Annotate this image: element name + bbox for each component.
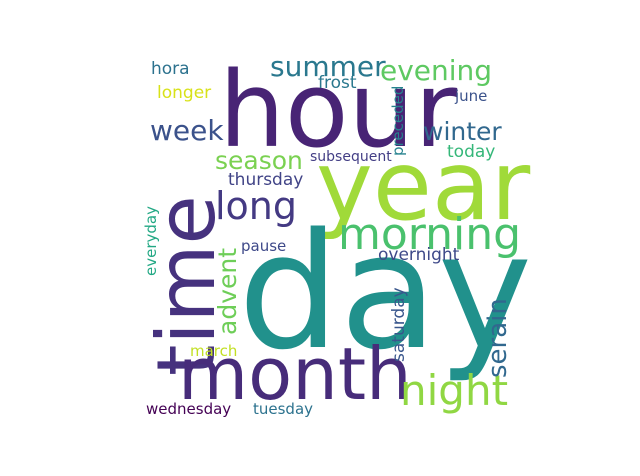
word-frost: frost — [318, 73, 357, 93]
word-night: night — [400, 366, 509, 415]
word-advent: advent — [213, 247, 242, 335]
word-saturday: saturday — [389, 287, 409, 362]
word-morning: morning — [338, 209, 522, 260]
word-day: day — [238, 198, 533, 385]
word-wednesday: wednesday — [146, 400, 232, 418]
word-today: today — [447, 142, 496, 162]
word-summer: summer — [270, 50, 386, 83]
word-thursday: thursday — [228, 170, 304, 190]
word-month: month — [178, 332, 412, 416]
word-june: june — [455, 87, 488, 105]
word-hour: hour — [219, 49, 458, 171]
word-tuesday: tuesday — [253, 400, 314, 418]
word-longer: longer — [157, 83, 212, 103]
word-evening: evening — [380, 54, 493, 87]
word-everyday: everyday — [142, 206, 160, 276]
word-subsequent: subsequent — [310, 149, 392, 165]
word-season: season — [215, 146, 303, 175]
word-serain: serain — [483, 298, 513, 378]
word-year: year — [316, 130, 531, 242]
word-overnight: overnight — [378, 245, 460, 265]
word-winter: winter — [423, 117, 502, 146]
word-week: week — [150, 114, 224, 147]
word-preceded: preceded — [389, 85, 407, 156]
word-pause: pause — [241, 237, 287, 255]
word-march: march — [190, 342, 238, 360]
word-hora: hora — [151, 59, 190, 79]
word-long: long — [215, 184, 298, 228]
